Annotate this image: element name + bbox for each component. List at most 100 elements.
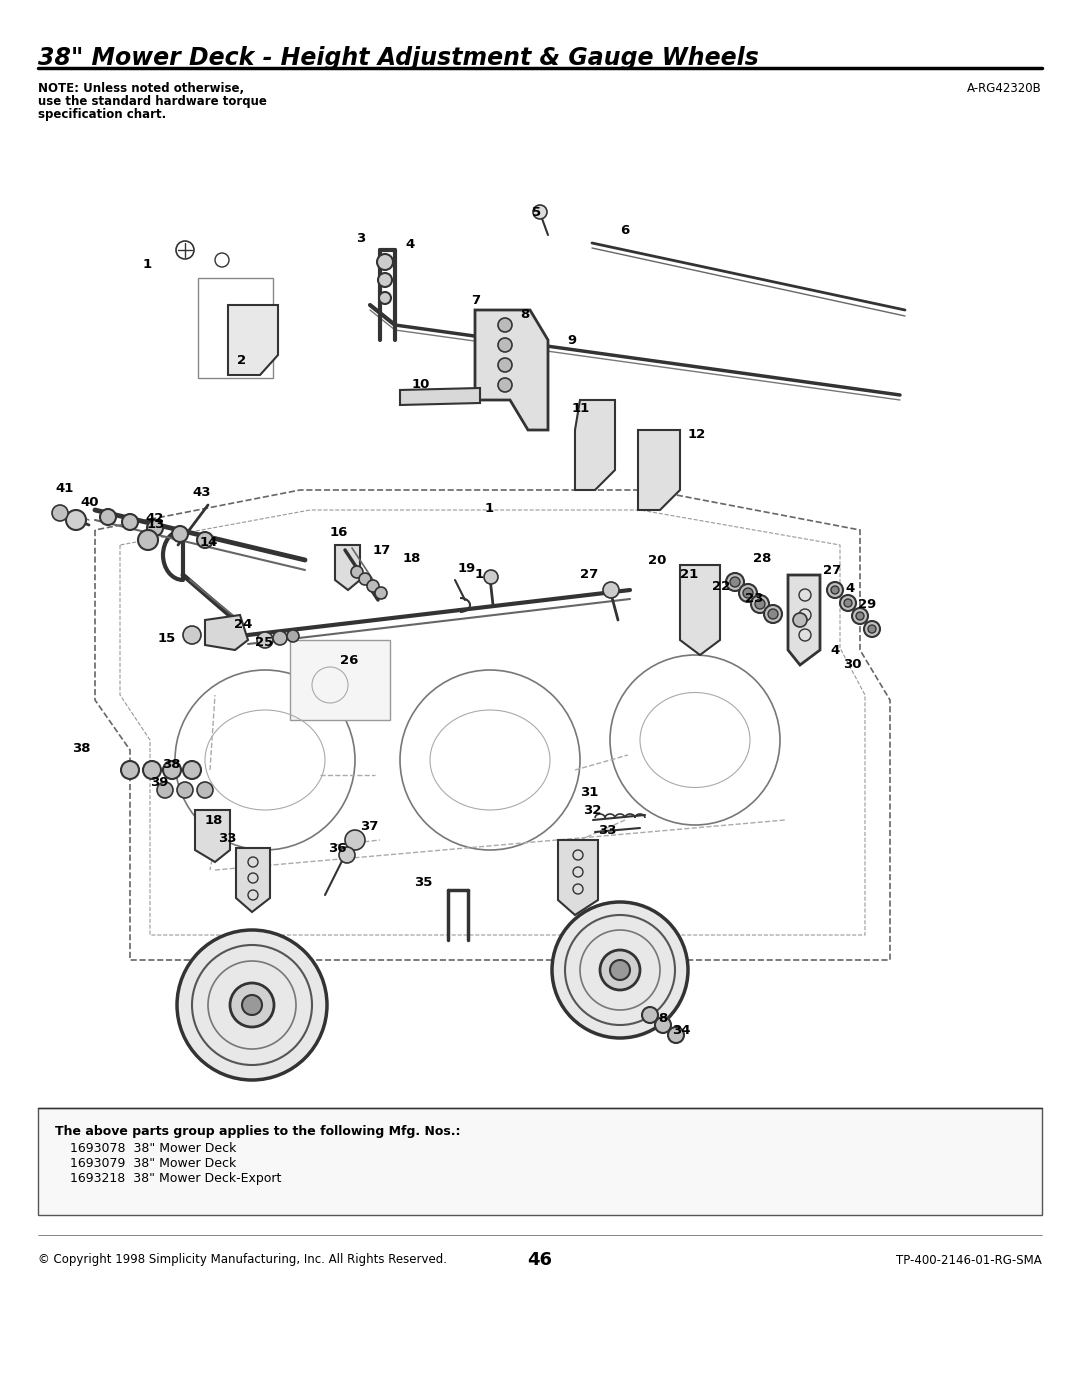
Circle shape — [642, 1007, 658, 1023]
Circle shape — [603, 583, 619, 598]
Circle shape — [831, 585, 839, 594]
Circle shape — [163, 761, 181, 780]
Circle shape — [183, 761, 201, 780]
Text: 31: 31 — [580, 785, 598, 799]
Circle shape — [287, 630, 299, 643]
Text: 38: 38 — [162, 757, 180, 771]
Circle shape — [827, 583, 843, 598]
Circle shape — [66, 510, 86, 529]
Circle shape — [654, 1017, 671, 1032]
Text: 12: 12 — [688, 429, 706, 441]
Circle shape — [367, 580, 379, 592]
Text: 25: 25 — [255, 637, 273, 650]
Circle shape — [143, 761, 161, 780]
Circle shape — [359, 573, 372, 585]
Polygon shape — [680, 564, 720, 655]
Polygon shape — [788, 576, 820, 665]
Text: 2: 2 — [237, 353, 246, 366]
Circle shape — [868, 624, 876, 633]
Text: 35: 35 — [414, 876, 432, 888]
Text: use the standard hardware torque: use the standard hardware torque — [38, 95, 267, 108]
Circle shape — [375, 587, 387, 599]
Circle shape — [840, 595, 856, 610]
Text: 8: 8 — [658, 1011, 667, 1024]
Text: 13: 13 — [147, 518, 165, 531]
Circle shape — [739, 584, 757, 602]
Circle shape — [852, 608, 868, 624]
Text: 6: 6 — [620, 224, 630, 236]
Text: 36: 36 — [328, 841, 347, 855]
Bar — [291, 640, 390, 719]
Circle shape — [856, 612, 864, 620]
Circle shape — [498, 319, 512, 332]
Text: 39: 39 — [150, 775, 168, 788]
Bar — [198, 278, 273, 379]
Bar — [38, 1108, 1042, 1215]
Circle shape — [864, 622, 880, 637]
Circle shape — [498, 338, 512, 352]
Text: 1693218  38" Mower Deck-Export: 1693218 38" Mower Deck-Export — [70, 1172, 282, 1185]
Circle shape — [610, 960, 630, 981]
Polygon shape — [638, 430, 680, 510]
Circle shape — [484, 570, 498, 584]
Polygon shape — [195, 810, 230, 862]
Text: 28: 28 — [753, 552, 771, 564]
Polygon shape — [400, 388, 480, 405]
Text: 27: 27 — [580, 569, 598, 581]
Text: 1: 1 — [475, 569, 484, 581]
Circle shape — [743, 588, 753, 598]
Text: 29: 29 — [858, 598, 876, 612]
Polygon shape — [575, 400, 615, 490]
Text: NOTE: Unless noted otherwise,: NOTE: Unless noted otherwise, — [38, 82, 244, 95]
Polygon shape — [205, 615, 248, 650]
Text: 42: 42 — [145, 511, 163, 524]
Circle shape — [755, 599, 765, 609]
Circle shape — [378, 272, 392, 286]
Circle shape — [242, 995, 262, 1016]
Circle shape — [379, 292, 391, 305]
Text: 1: 1 — [143, 258, 152, 271]
Circle shape — [122, 514, 138, 529]
Text: 5: 5 — [532, 205, 541, 218]
Polygon shape — [237, 848, 270, 912]
Polygon shape — [335, 545, 360, 590]
Text: 4: 4 — [831, 644, 839, 657]
Text: 4: 4 — [405, 239, 415, 251]
Circle shape — [600, 950, 640, 990]
Text: 41: 41 — [55, 482, 73, 495]
Text: 18: 18 — [205, 813, 224, 827]
Text: A-RG42320B: A-RG42320B — [968, 82, 1042, 95]
Text: 38" Mower Deck - Height Adjustment & Gauge Wheels: 38" Mower Deck - Height Adjustment & Gau… — [38, 46, 759, 70]
Circle shape — [230, 983, 274, 1027]
Circle shape — [172, 527, 188, 542]
Circle shape — [339, 847, 355, 863]
Circle shape — [534, 205, 546, 219]
Text: 43: 43 — [192, 486, 211, 499]
Text: © Copyright 1998 Simplicity Manufacturing, Inc. All Rights Reserved.: © Copyright 1998 Simplicity Manufacturin… — [38, 1253, 447, 1267]
Text: 4: 4 — [845, 581, 854, 595]
Text: 24: 24 — [233, 619, 252, 631]
Text: 27: 27 — [823, 563, 841, 577]
Text: 7: 7 — [471, 293, 480, 306]
Circle shape — [257, 631, 273, 648]
Text: 26: 26 — [340, 654, 359, 666]
Polygon shape — [228, 305, 278, 374]
Text: The above parts group applies to the following Mfg. Nos.:: The above parts group applies to the fol… — [55, 1125, 460, 1139]
Circle shape — [552, 902, 688, 1038]
Text: 33: 33 — [598, 823, 617, 837]
Circle shape — [843, 599, 852, 608]
Text: 14: 14 — [200, 535, 218, 549]
Polygon shape — [475, 310, 548, 430]
Text: 30: 30 — [843, 658, 862, 672]
Text: 1: 1 — [485, 502, 495, 514]
Text: 32: 32 — [583, 803, 602, 816]
Polygon shape — [558, 840, 598, 915]
Text: 20: 20 — [648, 553, 666, 567]
Text: 34: 34 — [672, 1024, 690, 1037]
Text: 15: 15 — [158, 631, 176, 644]
Text: 19: 19 — [458, 562, 476, 574]
Circle shape — [669, 1027, 684, 1044]
Text: 37: 37 — [360, 820, 378, 834]
Text: TP-400-2146-01-RG-SMA: TP-400-2146-01-RG-SMA — [896, 1253, 1042, 1267]
Text: 3: 3 — [355, 232, 365, 244]
